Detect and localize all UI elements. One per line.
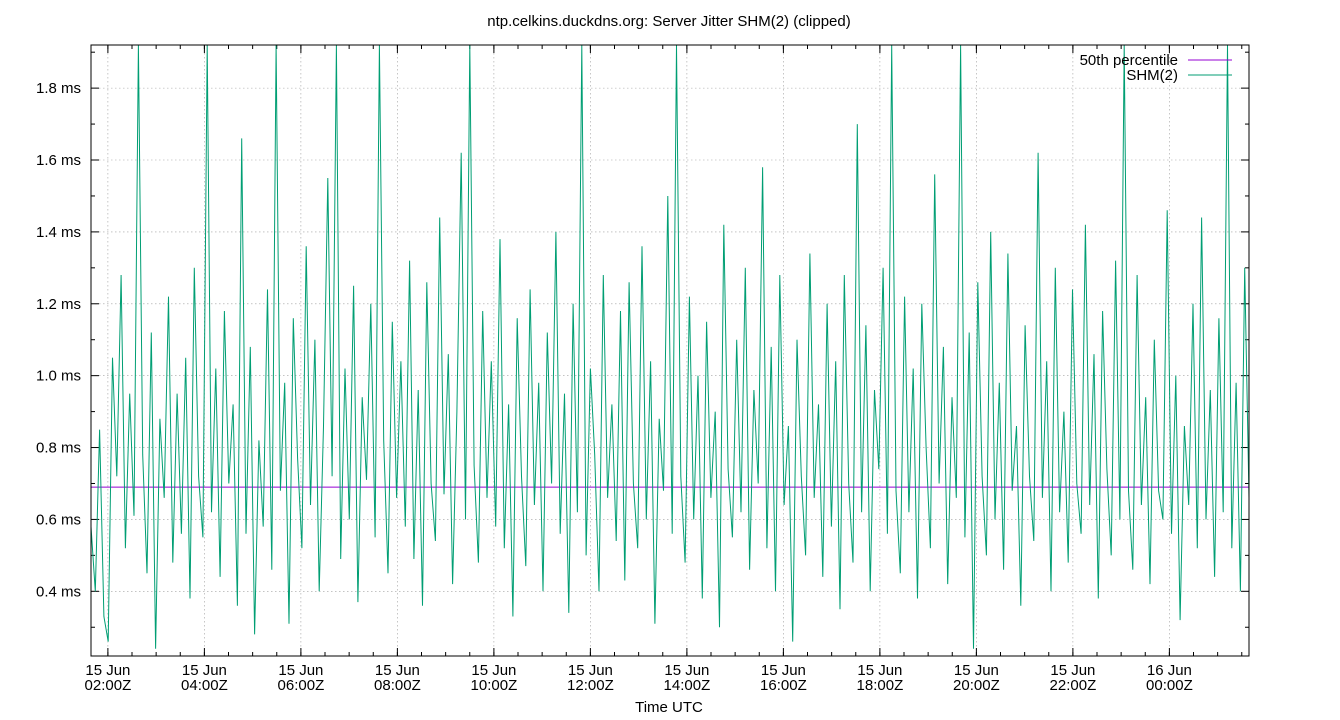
x-tick-date: 15 Jun	[664, 662, 709, 679]
y-tick-label: 0.6 ms	[36, 511, 81, 528]
x-tick-label: 08:00Z	[374, 677, 421, 694]
y-tick-label: 1.2 ms	[36, 296, 81, 313]
x-tick-date: 15 Jun	[278, 662, 323, 679]
x-tick-label: 16:00Z	[760, 677, 807, 694]
x-tick-date: 15 Jun	[182, 662, 227, 679]
jitter-line	[91, 45, 1249, 649]
y-tick-label: 0.4 ms	[36, 583, 81, 600]
x-tick-date: 15 Jun	[375, 662, 420, 679]
x-tick-label: 00:00Z	[1146, 677, 1193, 694]
x-tick-date: 15 Jun	[85, 662, 130, 679]
legend-label: 50th percentile	[1080, 52, 1178, 69]
legend-label: SHM(2)	[1126, 67, 1178, 84]
plot-frame	[90, 44, 1250, 657]
x-tick-label: 20:00Z	[953, 677, 1000, 694]
x-tick-date: 15 Jun	[954, 662, 999, 679]
plot-series	[91, 45, 1249, 649]
x-tick-label: 04:00Z	[181, 677, 228, 694]
x-tick-label: 22:00Z	[1050, 677, 1097, 694]
x-tick-date: 16 Jun	[1147, 662, 1192, 679]
y-tick-label: 0.8 ms	[36, 440, 81, 457]
x-tick-label: 18:00Z	[857, 677, 904, 694]
x-tick-label: 14:00Z	[664, 677, 711, 694]
chart-title: ntp.celkins.duckdns.org: Server Jitter S…	[487, 13, 850, 30]
x-tick-label: 06:00Z	[278, 677, 325, 694]
x-tick-date: 15 Jun	[857, 662, 902, 679]
x-tick-date: 15 Jun	[1050, 662, 1095, 679]
x-axis-label: Time UTC	[635, 699, 703, 716]
x-tick-date: 15 Jun	[568, 662, 613, 679]
x-tick-date: 15 Jun	[761, 662, 806, 679]
y-tick-label: 1.8 ms	[36, 80, 81, 97]
x-tick-label: 02:00Z	[85, 677, 132, 694]
x-tick-label: 10:00Z	[471, 677, 518, 694]
y-axis: 0.4 ms 0.6 ms 0.8 ms 1.0 ms 1.2 ms 1.4 ms 1.6 …	[36, 51, 1249, 628]
x-tick-label: 12:00Z	[567, 677, 614, 694]
y-tick-label: 1.4 ms	[36, 224, 81, 241]
y-tick-label: 1.6 ms	[36, 152, 81, 169]
x-tick-date: 15 Jun	[471, 662, 516, 679]
y-tick-label: 1.0 ms	[36, 368, 81, 385]
